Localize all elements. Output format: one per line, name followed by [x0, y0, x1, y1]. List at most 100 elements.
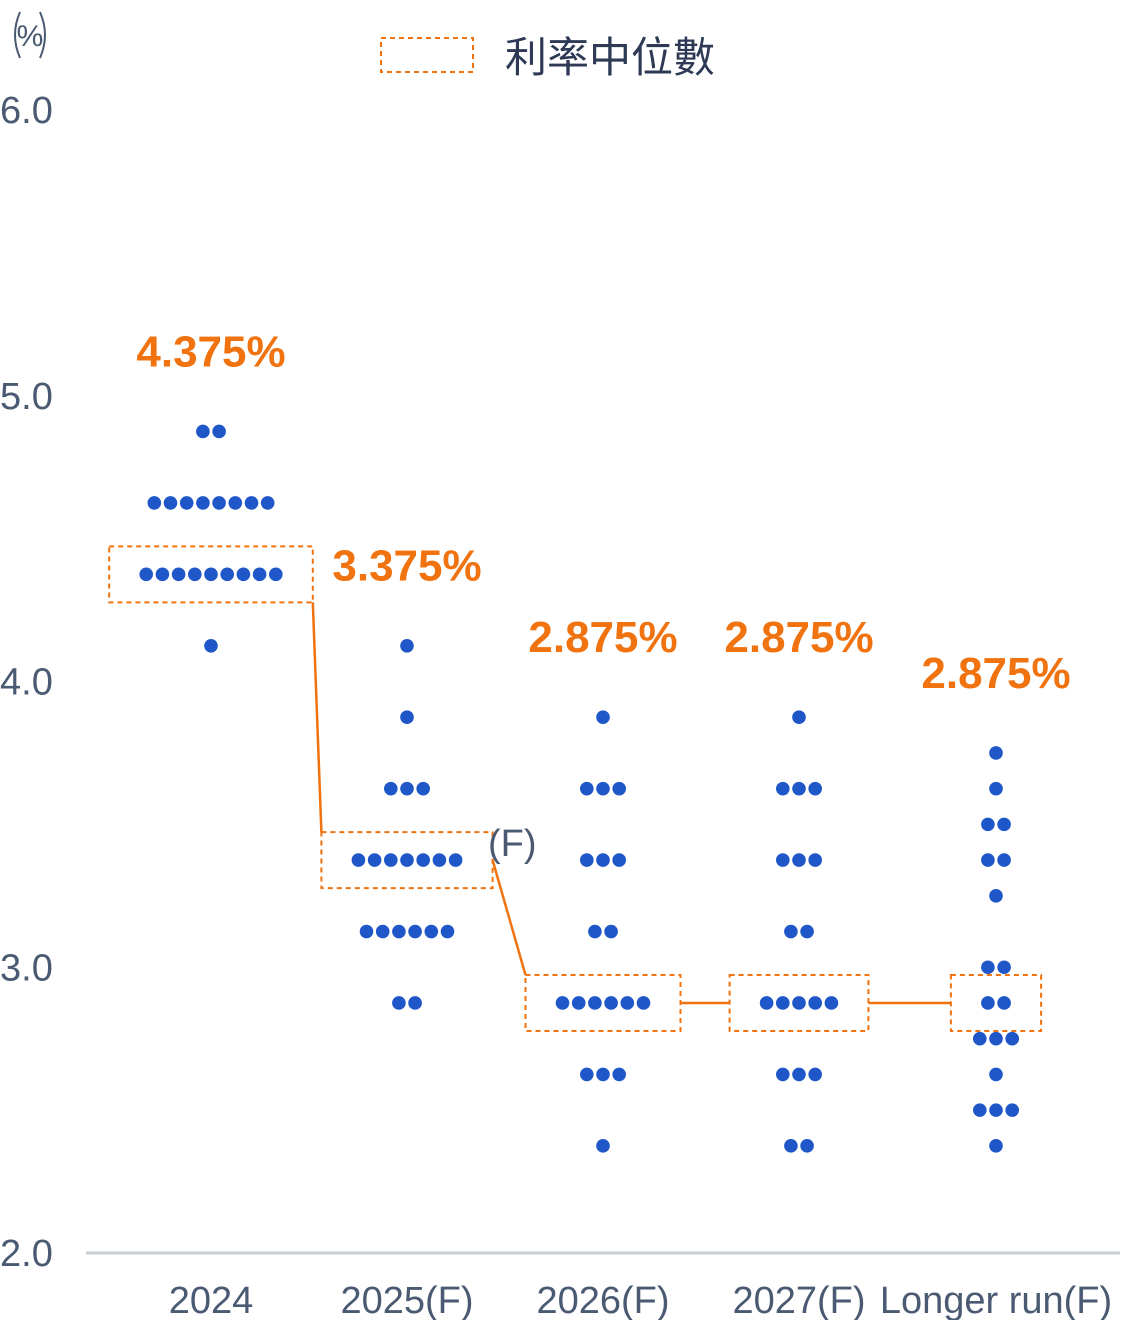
dot: [989, 889, 1003, 903]
dot: [244, 496, 259, 510]
dot: [580, 1067, 594, 1082]
dot: [408, 924, 422, 939]
dot: [596, 1067, 610, 1082]
dot: [808, 781, 822, 796]
dot: [612, 1067, 626, 1082]
y-tick-label: 3.0: [0, 947, 53, 989]
dot: [220, 567, 234, 582]
dot: [188, 567, 202, 582]
median-line: [311, 602, 951, 1005]
dot: [981, 853, 995, 867]
dot: [800, 1139, 814, 1153]
dot: [997, 817, 1011, 832]
dot: [555, 996, 570, 1010]
dot: [759, 996, 774, 1010]
dot: [400, 710, 414, 725]
dot: [147, 496, 162, 510]
dot: [392, 996, 406, 1010]
median-box: [320, 831, 494, 890]
dot: [981, 996, 995, 1010]
y-tick-label: 6.0: [0, 90, 53, 132]
dot: [989, 781, 1003, 796]
dot: [981, 817, 995, 832]
forecast-note: (F): [488, 823, 537, 865]
median-box: [108, 545, 314, 604]
dot: [416, 853, 431, 867]
dot: [580, 781, 594, 796]
dot: [204, 567, 218, 582]
dot: [392, 924, 406, 939]
dot: [776, 996, 790, 1010]
median-value-label: 2.875%: [724, 613, 873, 662]
dot: [784, 924, 798, 939]
dot: [260, 496, 275, 510]
unit-bracket-left: [14, 11, 21, 59]
dot: [596, 710, 610, 725]
dot: [204, 638, 218, 653]
median-value-label: 2.875%: [528, 613, 677, 662]
dot: [384, 853, 398, 867]
dot: [989, 1139, 1003, 1153]
dot: [997, 996, 1011, 1010]
median-box: [728, 973, 870, 1032]
dot: [212, 424, 226, 439]
dot: [588, 924, 602, 939]
dot: [400, 781, 414, 796]
x-tick-label: Longer run(F): [880, 1280, 1112, 1320]
dot: [808, 1067, 822, 1082]
dot: [171, 567, 186, 582]
legend: 利率中位數: [380, 33, 715, 82]
dot: [196, 496, 210, 510]
dot: [155, 567, 170, 582]
dot: [604, 924, 618, 939]
legend-swatch: [380, 37, 474, 73]
dot: [776, 1067, 790, 1082]
dot: [792, 1067, 806, 1082]
dot: [973, 1031, 987, 1046]
x-tick-label: 2024: [169, 1280, 254, 1320]
dot: [440, 924, 455, 939]
dot: [636, 996, 651, 1010]
dots: [139, 424, 1019, 1153]
dot: [604, 996, 618, 1010]
dot: [989, 746, 1003, 760]
median-box: [524, 973, 682, 1032]
unit-text: %: [17, 20, 44, 53]
dot: [359, 924, 374, 939]
dot: [776, 853, 790, 867]
dot: [236, 567, 251, 582]
y-axis: 6.0 5.0 4.0 3.0 2.0: [0, 90, 53, 1275]
dot: [612, 853, 626, 867]
y-tick-label: 5.0: [0, 376, 53, 418]
dot: [588, 996, 602, 1010]
median-value-label: 4.375%: [136, 327, 285, 376]
dot: [367, 853, 382, 867]
median-line-segment: [491, 859, 527, 976]
dot: [989, 1103, 1003, 1117]
dot: [792, 710, 806, 725]
dot: [416, 781, 431, 796]
dot: [163, 496, 178, 510]
x-tick-label: 2025(F): [340, 1280, 473, 1320]
dot: [384, 781, 398, 796]
dot: [596, 853, 610, 867]
dot: [989, 1067, 1003, 1082]
dot: [351, 853, 366, 867]
median-boxes: [108, 545, 1043, 1032]
dot: [400, 638, 414, 653]
dot: [620, 996, 635, 1010]
dot: [400, 853, 414, 867]
dot: [571, 996, 586, 1010]
dot: [212, 496, 226, 510]
median-line-segment: [311, 602, 323, 833]
dot: [997, 853, 1011, 867]
dot: [252, 567, 267, 582]
dot: [808, 996, 822, 1010]
dot: [375, 924, 390, 939]
median-value-label: 3.375%: [332, 541, 481, 590]
x-tick-label: 2027(F): [732, 1280, 865, 1320]
unit-label: %: [14, 11, 46, 59]
dot: [784, 1139, 798, 1153]
dot: [139, 567, 153, 582]
